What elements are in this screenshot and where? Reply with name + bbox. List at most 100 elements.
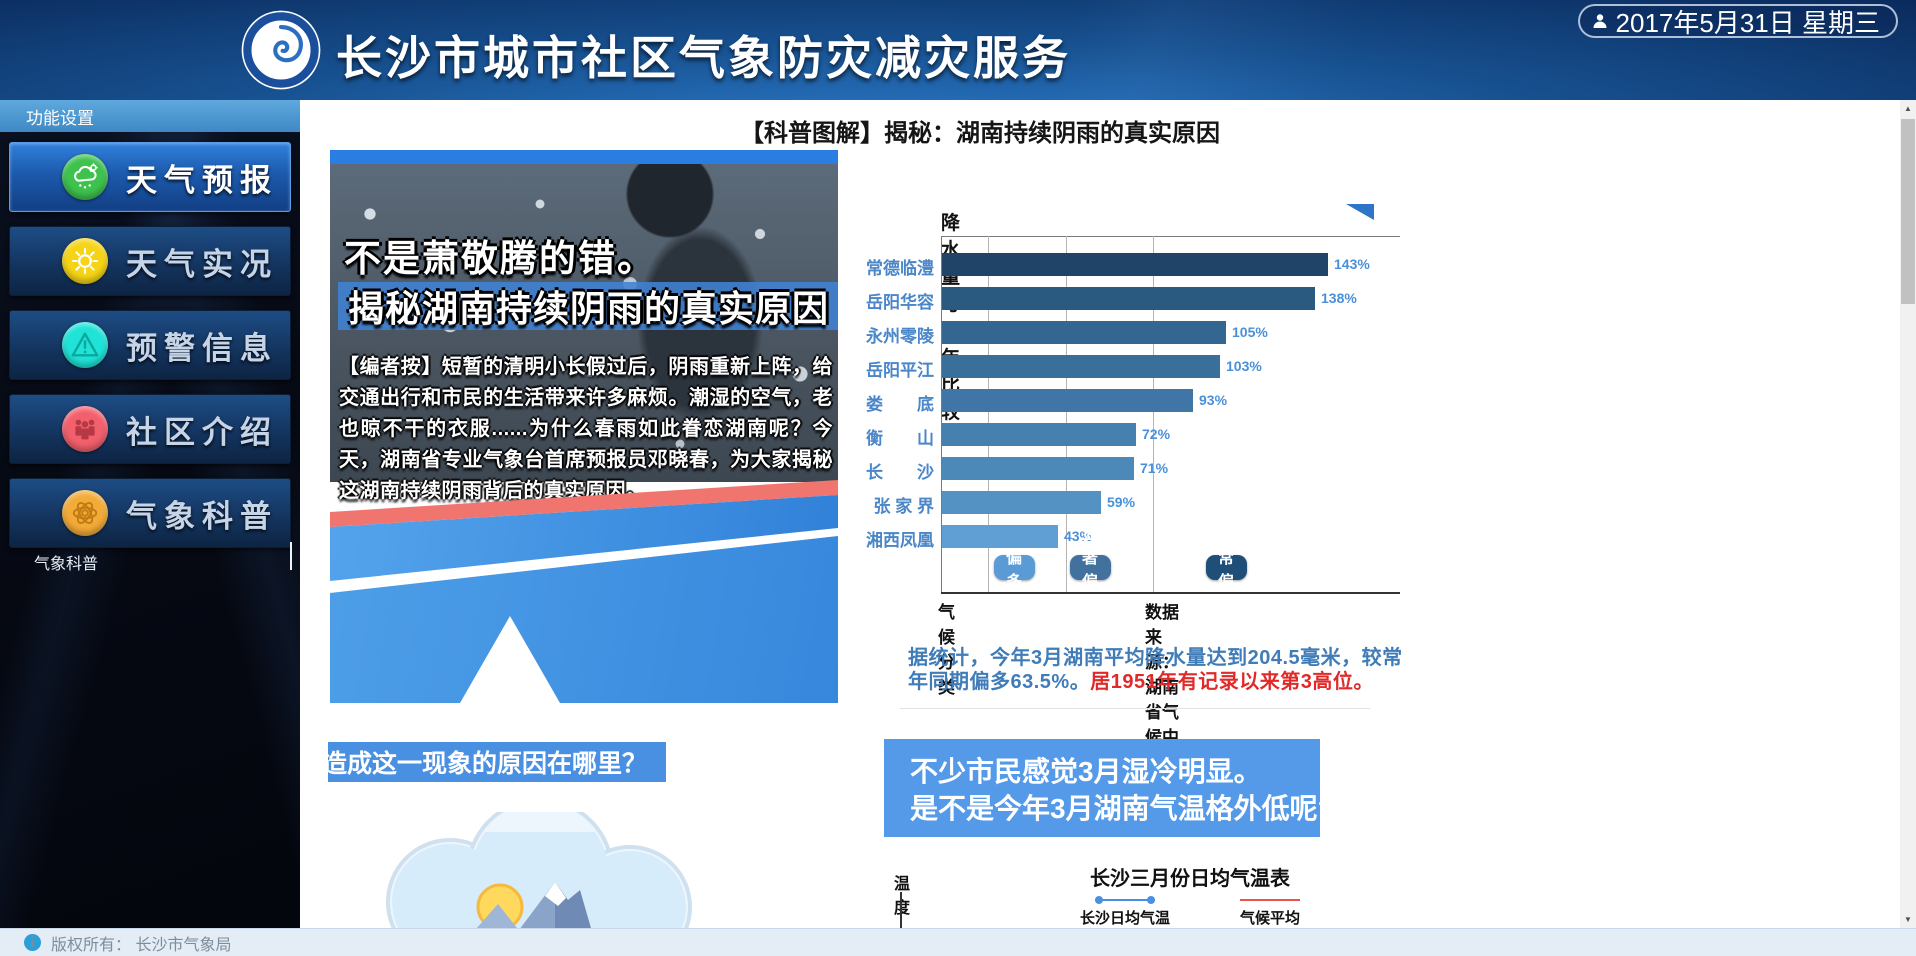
precip-bar-row: 岳阳华容 138% bbox=[800, 284, 1400, 318]
sidebar-panel-title: 功能设置 bbox=[0, 100, 300, 132]
bar-value-label: 93% bbox=[1199, 392, 1228, 408]
sidebar-item-icon-circle bbox=[62, 406, 108, 452]
temp-legend-label: 气候平均 bbox=[1240, 910, 1301, 927]
sidebar-item-label: 天气预报 bbox=[126, 162, 278, 198]
article-title: 【科普图解】揭秘：湖南持续阴雨的真实原因 bbox=[740, 120, 1220, 147]
sidebar-footnote: 气象科普 bbox=[34, 556, 99, 573]
divider-line bbox=[900, 708, 1370, 709]
scroll-down-button[interactable]: ▼ bbox=[1900, 911, 1916, 928]
page-header-title: 长沙市城市社区气象防灾减灾服务 bbox=[336, 32, 1071, 84]
bar-fill bbox=[942, 253, 1328, 276]
sidebar-item-icon-circle bbox=[62, 322, 108, 368]
poster-headline-2: 揭秘湖南持续阴雨的真实原因 bbox=[338, 282, 838, 330]
bar-fill bbox=[942, 389, 1193, 412]
precip-bar-row: 衡 山 72% bbox=[800, 420, 1400, 454]
bar-category-label: 衡 山 bbox=[866, 429, 934, 448]
bar-fill bbox=[942, 287, 1315, 310]
precip-bar-row: 长 沙 71% bbox=[800, 454, 1400, 488]
sidebar-item[interactable]: 社区介绍 bbox=[9, 394, 291, 464]
bar-value-label: 143% bbox=[1334, 256, 1370, 272]
temp-chart-axis-y bbox=[900, 892, 902, 928]
stat-note-red: 居1951年有记录以来第3高位。 bbox=[1090, 671, 1374, 693]
precip-bar-row: 张 家 界 59% bbox=[800, 488, 1400, 522]
legend-pill-2: 异常偏多 bbox=[1206, 526, 1248, 615]
bar-value-label: 59% bbox=[1107, 494, 1136, 510]
vertical-scrollbar[interactable]: ▲ ▼ bbox=[1900, 100, 1916, 928]
precip-bar-row: 湘西凤凰 43% bbox=[800, 522, 1400, 556]
sidebar-scroll-caret bbox=[290, 542, 292, 570]
chart-bars: 常德临澧 143% 岳阳华容 138% 永州零陵 105% bbox=[800, 250, 1400, 556]
main-content: 【科普图解】揭秘：湖南持续阴雨的真实原因 不是萧敬腾的错。 揭秘湖南持续阴雨的真… bbox=[300, 100, 1900, 928]
precip-bar-row: 娄 底 93% bbox=[800, 386, 1400, 420]
scroll-up-button[interactable]: ▲ bbox=[1900, 100, 1916, 117]
bar-category-label: 岳阳华容 bbox=[866, 293, 934, 312]
footer-bar: i 版权所有： 长沙市气象局 bbox=[0, 928, 1916, 956]
chart-gridline bbox=[1066, 236, 1067, 592]
cloud-scene-icon bbox=[386, 812, 692, 928]
chart-border-top bbox=[941, 236, 1400, 237]
bar-category-label: 常德临澧 bbox=[866, 259, 934, 278]
poster-headline-2-text: 揭秘湖南持续阴雨的真实原因 bbox=[348, 288, 830, 329]
atom-icon bbox=[72, 501, 98, 525]
sidebar-item-icon-circle bbox=[62, 490, 108, 536]
user-icon bbox=[1593, 14, 1607, 28]
date-text: 2017年5月31日 星期三 bbox=[1615, 7, 1880, 38]
poster-editor-note: 【编者按】短暂的清明小长假过后，阴雨重新上阵，给交通出行和市民的生活带来许多麻烦… bbox=[339, 356, 833, 502]
sidebar-menu: 天气预报 天气实况 bbox=[9, 142, 291, 562]
chart-xlabel: 气候分类 bbox=[938, 603, 955, 697]
cloud-illustration bbox=[340, 812, 780, 928]
sidebar-item-label: 气象科普 bbox=[126, 498, 278, 534]
bar-value-label: 103% bbox=[1226, 358, 1262, 374]
question-banner-left: 造成这一现象的原因在哪里？ bbox=[328, 742, 666, 782]
bar-category-label: 永州零陵 bbox=[866, 327, 934, 346]
temp-legend-item: 气候平均 bbox=[1240, 896, 1300, 928]
legend-pill-0: 偏多 bbox=[994, 550, 1036, 591]
temp-legend-item: 长沙日均气温 bbox=[1080, 896, 1170, 928]
temp-legend-marker bbox=[1094, 896, 1155, 904]
bar-fill bbox=[942, 355, 1220, 378]
sidebar-item[interactable]: 预警信息 bbox=[9, 310, 291, 380]
header: 长沙市城市社区气象防灾减灾服务 2017年5月31日 星期三 bbox=[0, 0, 1916, 100]
sidebar-item[interactable]: 天气预报 bbox=[9, 142, 291, 212]
copyright-text: 版权所有： 长沙市气象局 bbox=[51, 936, 232, 954]
people-group-icon bbox=[75, 419, 95, 440]
bar-value-label: 72% bbox=[1142, 426, 1171, 442]
bar-category-label: 湘西凤凰 bbox=[866, 531, 934, 550]
bar-fill bbox=[942, 423, 1136, 446]
bar-category-label: 娄 底 bbox=[866, 395, 934, 414]
cma-logo-icon bbox=[241, 10, 321, 90]
sidebar-item[interactable]: 天气实况 bbox=[9, 226, 291, 296]
panel-title-text: 功能设置 bbox=[26, 108, 94, 128]
sidebar-item-label: 社区介绍 bbox=[126, 414, 278, 450]
cloud-weather-icon bbox=[74, 163, 98, 189]
poster-top-stripe bbox=[330, 150, 838, 164]
scrollbar-thumb[interactable] bbox=[1901, 119, 1915, 304]
temp-legend-label: 长沙日均气温 bbox=[1079, 910, 1170, 927]
bar-category-label: 岳阳平江 bbox=[866, 361, 934, 380]
sun-icon bbox=[71, 247, 99, 275]
temp-chart-legend: 长沙日均气温 气候平均 bbox=[860, 896, 1520, 928]
bar-fill bbox=[942, 321, 1226, 344]
sidebar-item-label: 预警信息 bbox=[126, 330, 278, 366]
question-right-line1: 不少市民感觉3月湿冷明显。 bbox=[910, 756, 1262, 787]
poster-headline-1: 不是萧敬腾的错。 bbox=[344, 238, 656, 279]
bar-value-label: 105% bbox=[1232, 324, 1268, 340]
infographic-poster: 不是萧敬腾的错。 揭秘湖南持续阴雨的真实原因 【编者按】短暂的清明小长假过后，阴… bbox=[330, 150, 838, 703]
question-right-line2: 是不是今年3月湖南气温格外低呢? bbox=[910, 793, 1335, 824]
precip-bar-row: 岳阳平江 103% bbox=[800, 352, 1400, 386]
bar-value-label: 43% bbox=[1064, 528, 1093, 544]
bar-value-label: 138% bbox=[1321, 290, 1357, 306]
temp-chart-title: 长沙三月份日均气温表 bbox=[1090, 868, 1290, 890]
precip-bar-row: 常德临澧 143% bbox=[800, 250, 1400, 284]
temp-legend-marker bbox=[1240, 896, 1300, 904]
bar-fill bbox=[942, 491, 1101, 514]
legend-pill-1: 显著偏多 bbox=[1070, 526, 1112, 615]
sidebar-item[interactable]: 气象科普 bbox=[9, 478, 291, 548]
chart-axis-x bbox=[941, 592, 1400, 594]
date-display: 2017年5月31日 星期三 bbox=[1577, 4, 1898, 38]
sidebar: 功能设置 天气预报 bbox=[0, 100, 300, 928]
stat-note-blue: 据统计，今年3月湖南平均降水量达到204.5毫米，较常年同期偏多63.5%。 bbox=[908, 647, 1403, 693]
temp-chart-ylabel: 温度 bbox=[894, 876, 911, 917]
chart-axis-y bbox=[941, 236, 942, 593]
